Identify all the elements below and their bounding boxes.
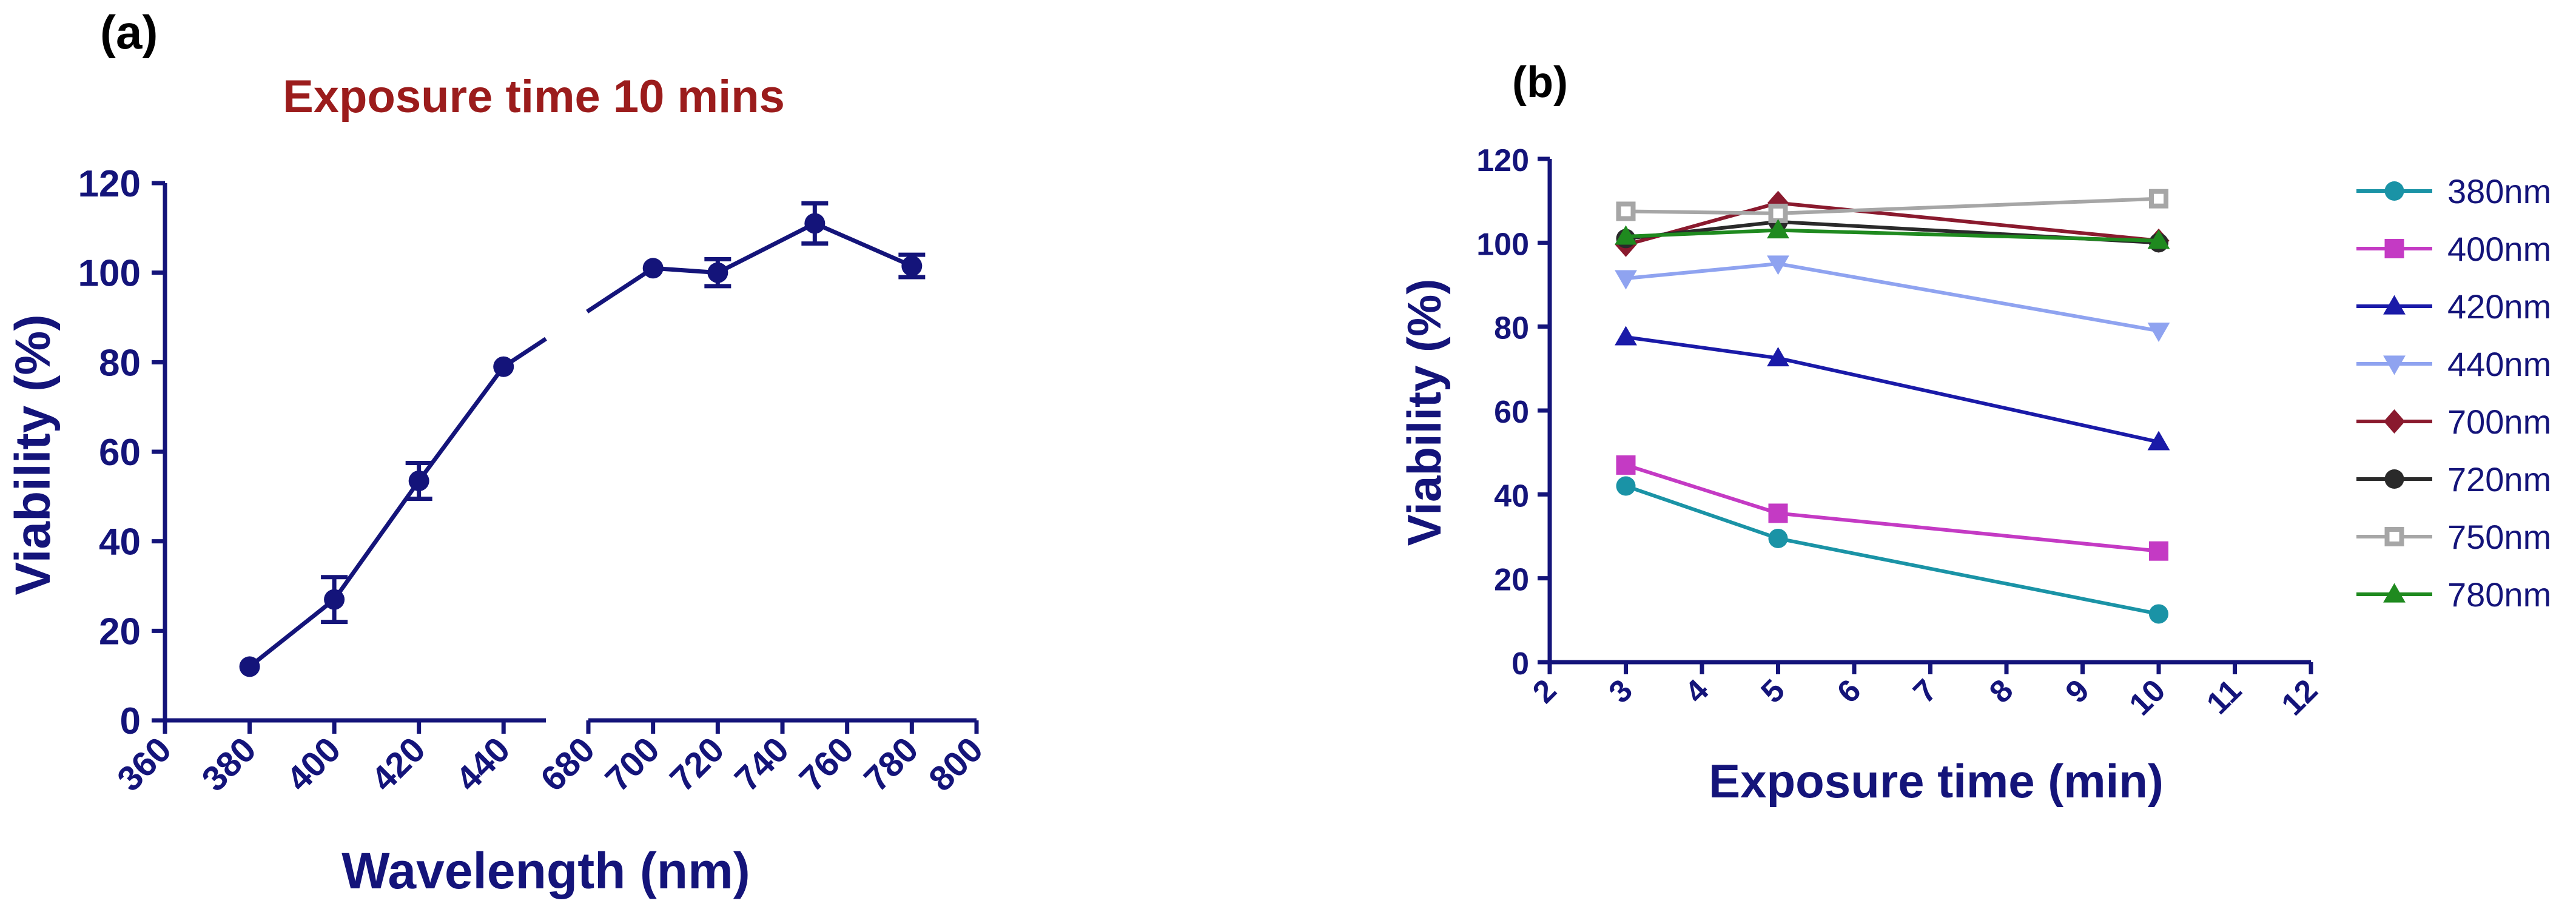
- panel-a-data-point: [493, 356, 514, 377]
- panel-b-x-tick-label: 8: [1983, 672, 2020, 709]
- legend-marker: [2383, 295, 2406, 315]
- panel-b-series-line: [1626, 335, 2159, 444]
- panel-a-y-tick-label: 40: [99, 521, 141, 563]
- panel-b-data-point: [1616, 201, 1636, 221]
- panel-b-y-tick-label: 40: [1494, 478, 1529, 514]
- panel-a-y-tick-label: 60: [99, 432, 141, 474]
- panel-b-data-point: [1615, 326, 1637, 346]
- panel-b-x-tick-label: 3: [1602, 672, 1639, 709]
- panel-a-y-tick-label: 20: [99, 611, 141, 652]
- panel-a-x-tick-label: 720: [662, 729, 731, 799]
- panel-a-x-tick-label: 700: [597, 729, 667, 799]
- panel-b-label: (b): [1512, 58, 1568, 107]
- panel-a-y-tick-label: 0: [120, 700, 141, 742]
- panel-b-x-tick-label: 5: [1755, 672, 1792, 709]
- panel-a-x-tick-label: 780: [856, 729, 926, 799]
- legend-marker: [2383, 583, 2406, 603]
- panel-a-data-point: [901, 255, 923, 277]
- panel-b-ylabel: Viability (%): [1397, 279, 1451, 546]
- panel-a-data-point: [804, 213, 826, 234]
- panel-b-data-point: [1616, 455, 1636, 475]
- legend-label: 780nm: [2447, 575, 2551, 614]
- panel-b-series-line: [1626, 261, 2159, 333]
- panel-a-data-point: [707, 262, 728, 283]
- legend-label: 720nm: [2447, 460, 2551, 498]
- legend-label: 400nm: [2447, 230, 2551, 268]
- panel-b-x-tick-label: 12: [2275, 672, 2325, 722]
- panel-a-data-point: [642, 258, 664, 279]
- panel-a-x-tick-label: 800: [921, 729, 990, 799]
- panel-a-y-tick-label: 100: [78, 253, 141, 295]
- panel-a-x-tick-label: 420: [363, 729, 432, 799]
- panel-b-data-point: [2149, 604, 2168, 624]
- panel-b-y-tick-label: 80: [1494, 311, 1529, 346]
- panel-a-label: (a): [100, 5, 158, 59]
- panel-b-data-point: [1615, 270, 1637, 290]
- legend-marker: [2384, 239, 2404, 258]
- panel-a-x-tick-label: 440: [448, 729, 517, 799]
- panel-a-data-point: [239, 656, 260, 677]
- panel-b-x-tick-label: 10: [2123, 672, 2173, 722]
- panel-b-data-point: [1616, 476, 1636, 496]
- panel-b-x-tick-label: 4: [1678, 672, 1716, 710]
- panel-b-data-point: [2147, 431, 2170, 451]
- panel-b-x-tick-label: 9: [2059, 672, 2096, 709]
- panel-b-x-tick-label: 6: [1831, 672, 1868, 709]
- panel-a-x-tick-label: 400: [279, 729, 348, 799]
- legend-marker: [2384, 527, 2404, 546]
- legend-marker: [2384, 469, 2404, 489]
- panel-b-data-point: [2147, 322, 2170, 342]
- panel-a-x-tick-label: 740: [727, 729, 796, 799]
- legend-marker: [2384, 181, 2404, 201]
- panel-b-x-tick-label: 7: [1907, 672, 1944, 709]
- panel-b-data-point: [1768, 203, 1788, 223]
- panel-b-data-point: [1767, 347, 1789, 367]
- panel-b-data-point: [1768, 528, 1788, 548]
- panel-a-x-tick-label: 380: [194, 729, 263, 799]
- panel-b-data-point: [2149, 189, 2168, 209]
- panel-b-data-point: [2149, 541, 2168, 561]
- panel-b-data-point: [1767, 219, 1789, 239]
- panel-b-x-tick-label: 2: [1526, 672, 1563, 709]
- panel-b-plot: 0 20 40 60 80 100 120 2 3 4 5 6 7 8 9 10 11 12: [1476, 143, 2324, 722]
- panel-b-x-tick-label: 11: [2200, 672, 2248, 721]
- panel-b-y-tick-label: 60: [1494, 395, 1529, 430]
- panel-b-data-point: [1767, 255, 1789, 275]
- panel-a-x-tick-label: 760: [792, 729, 861, 799]
- panel-a-series-line: [586, 221, 913, 314]
- legend-label: 380nm: [2447, 172, 2551, 210]
- legend-label: 750nm: [2447, 518, 2551, 556]
- panel-a-data-point: [324, 589, 345, 610]
- panel-b-series-line: [1625, 463, 2159, 553]
- legend-label: 440nm: [2447, 345, 2551, 383]
- panel-b-y-tick-label: 0: [1512, 646, 1529, 682]
- panel-a-series-line: [248, 337, 547, 669]
- panel-b-series-line: [1625, 484, 2159, 616]
- panel-a-title: Exposure time 10 mins: [283, 71, 785, 122]
- panel-b-xlabel: Exposure time (min): [1709, 754, 2164, 808]
- legend-marker: [2383, 409, 2406, 434]
- panel-a-y-tick-label: 120: [78, 163, 141, 205]
- panel-b-y-tick-label: 100: [1476, 227, 1529, 262]
- panel-b-legend: 380nm 400nm 420nm 440nm 700nm 720nm 750nm 780nm: [2356, 172, 2551, 614]
- panel-a-y-tick-label: 80: [99, 342, 141, 384]
- panel-a-xlabel: Wavelength (nm): [341, 842, 750, 899]
- panel-a-ylabel: Viability (%): [5, 314, 61, 595]
- panel-b-data-point: [1768, 503, 1788, 523]
- legend-label: 700nm: [2447, 403, 2551, 441]
- panel-b-data-point: [2147, 229, 2170, 249]
- panel-b-series-line: [1626, 196, 2159, 215]
- panel-b-y-tick-label: 120: [1476, 143, 1529, 178]
- panel-b-y-tick-label: 20: [1494, 563, 1529, 598]
- panel-a-x-tick-label: 680: [533, 729, 602, 799]
- panel-a-data-point: [408, 470, 429, 491]
- legend-label: 420nm: [2447, 287, 2551, 326]
- legend-marker: [2383, 355, 2406, 375]
- panel-b-data-point: [1615, 225, 1637, 245]
